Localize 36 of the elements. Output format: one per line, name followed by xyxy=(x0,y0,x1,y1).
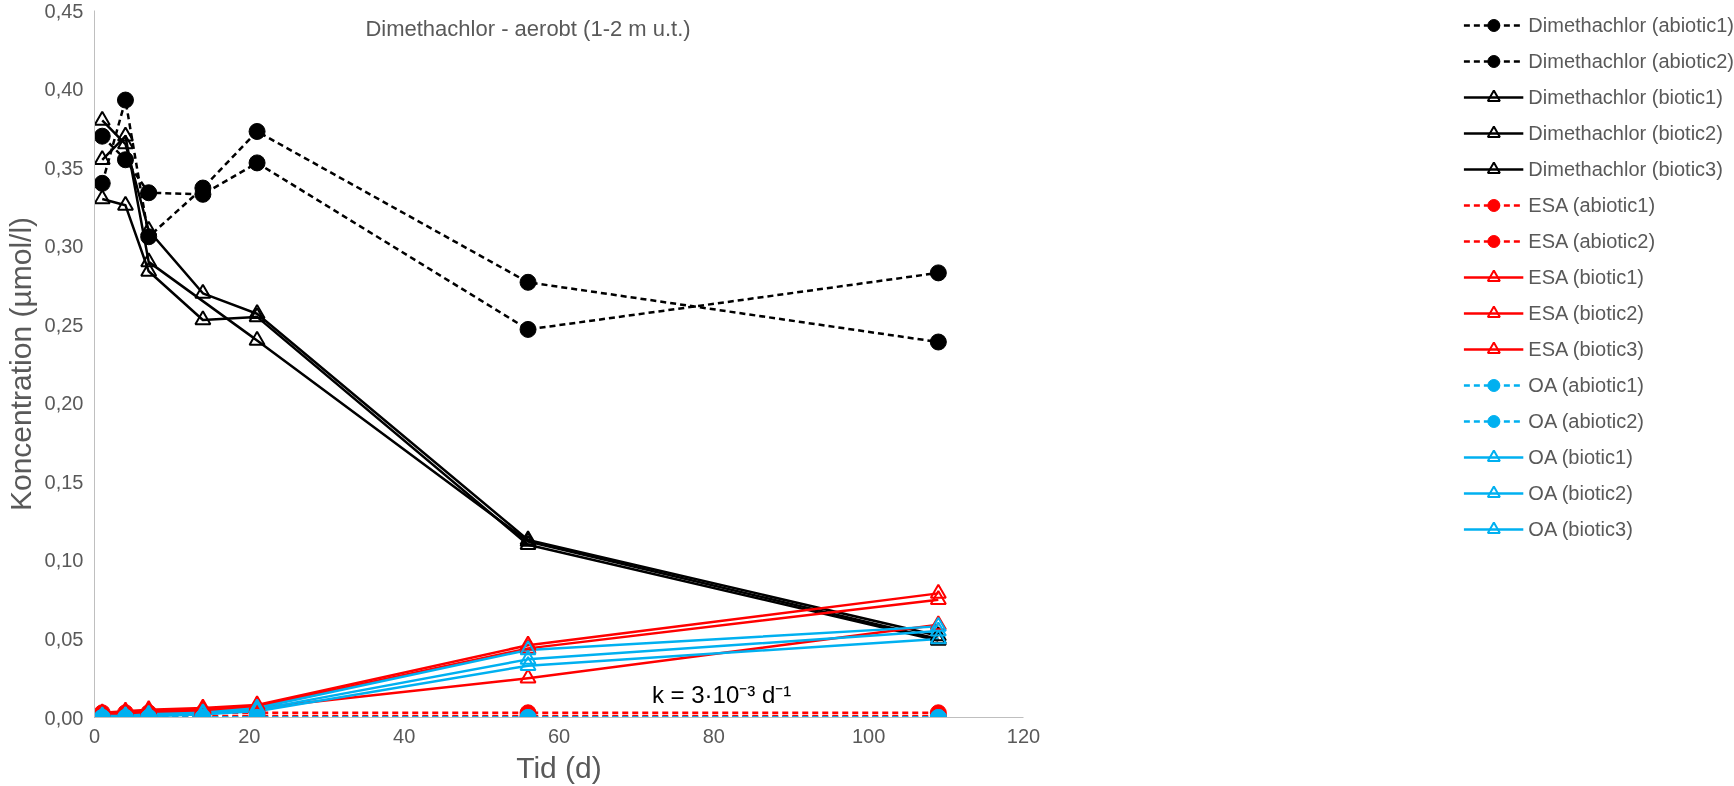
legend-label: Dimethachlor (abiotic2) xyxy=(1528,48,1734,74)
legend-label: Dimethachlor (biotic3) xyxy=(1528,156,1723,182)
annotation: k = 3·10⁻³ d⁻¹ xyxy=(651,681,792,709)
legend-label: ESA (biotic1) xyxy=(1528,264,1644,290)
legend-label: ESA (biotic2) xyxy=(1528,300,1644,326)
legend-label: OA (biotic3) xyxy=(1528,516,1633,542)
legend-label: Dimethachlor (biotic2) xyxy=(1528,120,1723,146)
legend-label: OA (abiotic2) xyxy=(1528,408,1644,434)
y-tick-label: 0,25 xyxy=(44,313,84,336)
y-tick-label: 0,05 xyxy=(44,627,84,650)
legend-label: ESA (biotic3) xyxy=(1528,336,1644,362)
x-tick-label: 20 xyxy=(238,724,261,747)
legend-label: OA (biotic2) xyxy=(1528,480,1633,506)
y-tick-label: 0,10 xyxy=(44,549,84,572)
y-tick-label: 0,40 xyxy=(44,78,84,101)
legend-label: OA (abiotic1) xyxy=(1528,372,1644,398)
y-axis-title: Koncentration (µmol/l) xyxy=(3,216,37,512)
legend-label: OA (biotic1) xyxy=(1528,444,1633,470)
x-tick-label: 80 xyxy=(702,724,725,747)
y-tick-label: 0,20 xyxy=(44,392,84,415)
y-tick-label: 0,30 xyxy=(44,235,84,258)
y-tick-label: 0,00 xyxy=(44,706,84,729)
legend-label: ESA (abiotic1) xyxy=(1528,192,1656,218)
y-tick-label: 0,35 xyxy=(44,156,84,179)
x-tick-label: 100 xyxy=(851,724,886,747)
x-tick-label: 40 xyxy=(393,724,416,747)
x-axis-title: Tid (d) xyxy=(516,750,602,784)
legend-label: ESA (abiotic2) xyxy=(1528,228,1656,254)
legend-label: Dimethachlor (abiotic1) xyxy=(1528,12,1734,38)
x-tick-label: 0 xyxy=(88,724,101,747)
legend-label: Dimethachlor (biotic1) xyxy=(1528,84,1723,110)
x-tick-label: 120 xyxy=(1006,724,1041,747)
y-tick-label: 0,15 xyxy=(44,470,84,493)
y-tick-label: 0,45 xyxy=(44,0,84,22)
chart-title: Dimethachlor - aerobt (1-2 m u.t.) xyxy=(365,15,691,41)
x-tick-label: 60 xyxy=(547,724,571,747)
